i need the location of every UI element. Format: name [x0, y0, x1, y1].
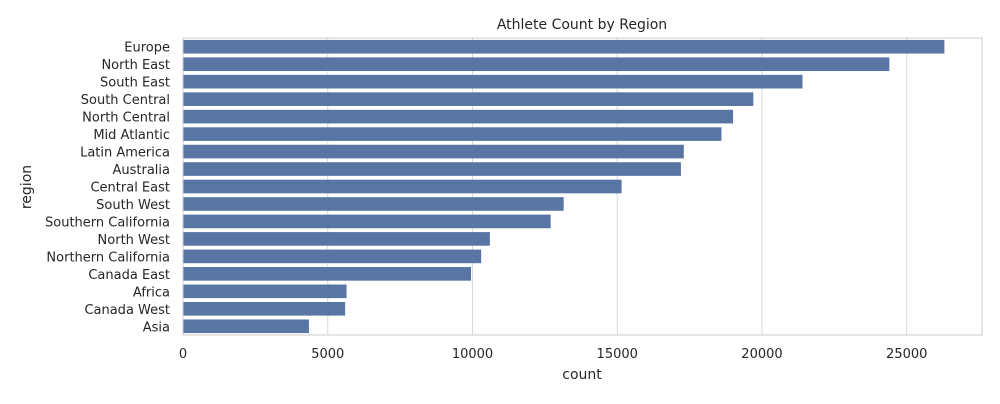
x-tick-label: 10000: [452, 347, 493, 362]
x-tick-labels: 0 5000 10000 15000 20000 25000: [179, 347, 928, 362]
y-tick-label: Europe: [124, 41, 170, 56]
chart-title: Athlete Count by Region: [497, 17, 667, 33]
bar: [183, 144, 684, 159]
y-tick-label: Canada East: [88, 268, 170, 283]
y-tick-label: Australia: [112, 163, 170, 178]
y-tick-label: Mid Atlantic: [93, 128, 170, 143]
bar: [183, 197, 564, 211]
bar: [183, 214, 551, 229]
y-tick-label: South Central: [81, 93, 170, 108]
y-tick-label: Southern California: [45, 215, 170, 230]
y-tick-label: Asia: [143, 320, 170, 335]
bar: [183, 179, 622, 194]
bar: [183, 39, 945, 54]
x-tick-label: 25000: [886, 347, 927, 362]
x-tick-label: 20000: [741, 347, 782, 362]
bar: [183, 319, 309, 334]
y-tick-label: Africa: [133, 285, 170, 300]
y-tick-label: Northern California: [46, 250, 170, 265]
bar: [183, 249, 482, 264]
bar: [183, 127, 722, 141]
bars: [183, 39, 945, 334]
plot-frame: [182, 37, 983, 336]
y-tick-label: Central East: [90, 181, 170, 196]
y-axis-label: region: [19, 165, 35, 209]
bar: [183, 267, 472, 281]
bar: [183, 162, 681, 176]
y-tick-label: South East: [100, 76, 170, 91]
y-tick-labels: Europe North East South East South Central N…: [45, 41, 170, 336]
x-tick-label: 0: [179, 347, 187, 362]
bar: [183, 57, 890, 72]
bar: [183, 284, 347, 299]
y-tick-label: North East: [101, 58, 170, 73]
x-tick-label: 5000: [311, 347, 344, 362]
bar: [183, 232, 490, 246]
x-axis-label: count: [562, 367, 602, 383]
bar: [183, 74, 803, 89]
y-tick-label: Latin America: [80, 146, 170, 161]
bar: [183, 92, 754, 106]
y-tick-label: North Central: [82, 111, 170, 126]
bar: [183, 301, 346, 316]
bar: [183, 109, 734, 124]
y-tick-label: North West: [98, 233, 170, 248]
y-tick-label: Canada West: [84, 303, 170, 318]
x-tick-label: 15000: [597, 347, 638, 362]
y-tick-label: South West: [96, 198, 170, 213]
